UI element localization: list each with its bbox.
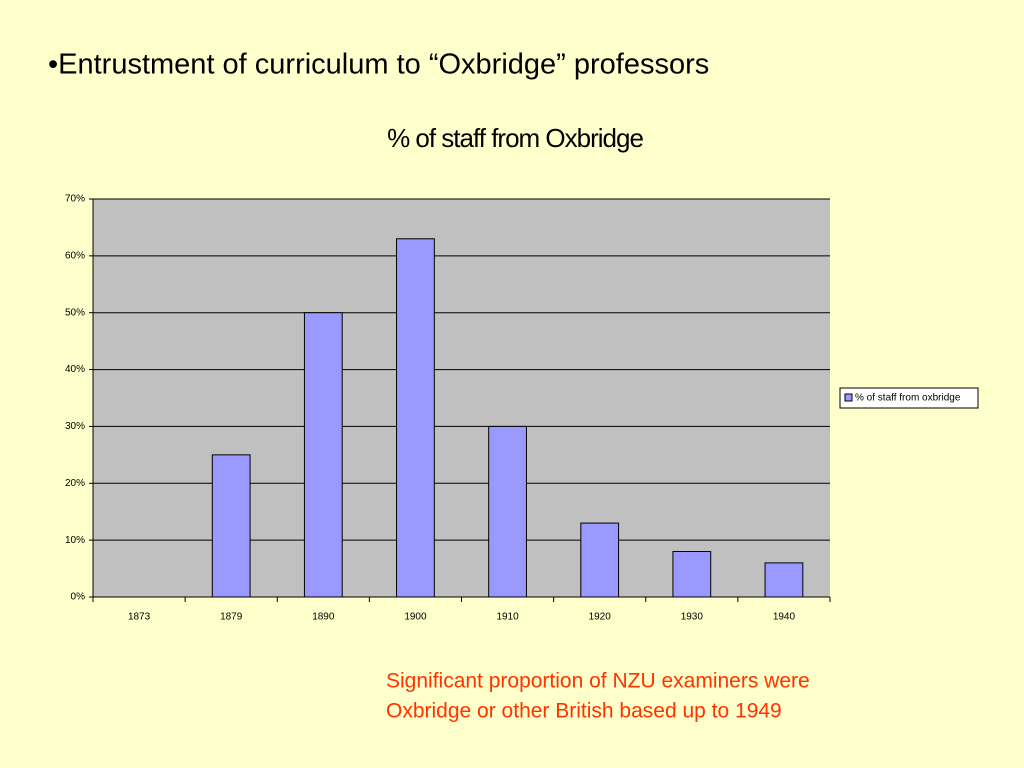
y-tick-label: 40% [65,364,85,375]
y-tick-label: 70% [65,194,85,205]
annotation: Significant proportion of NZU examiners … [386,670,810,693]
y-tick-label: 0% [71,592,86,603]
bar [672,551,712,598]
x-tick-label: 1940 [773,612,796,623]
legend-box [839,387,979,409]
annotation: Oxbridge or other British based up to 19… [386,700,782,723]
legend-label: % of staff from oxbridge [855,393,961,404]
plot-area [93,199,830,597]
x-tick-label: 1900 [404,612,427,623]
x-tick-label: 1930 [681,612,704,623]
x-tick-label: 1873 [128,612,151,623]
legend-swatch [844,393,853,402]
y-tick-label: 20% [65,478,85,489]
bar [488,425,527,598]
bar [580,522,620,598]
y-tick-label: 50% [65,307,85,318]
x-tick-label: 1879 [220,612,243,623]
x-tick-label: 1910 [496,612,519,623]
y-tick-label: 10% [65,535,85,546]
y-tick-label: 60% [65,250,85,261]
bar [211,454,251,598]
y-tick-label: 30% [65,421,85,432]
bar [764,562,804,598]
bar [396,238,435,598]
bar [303,312,343,598]
x-tick-label: 1920 [589,612,612,623]
x-tick-label: 1890 [312,612,335,623]
chart-title: % of staff from Oxbridge [387,123,643,153]
slide-title: •Entrustment of curriculum to “Oxbridge”… [48,49,709,81]
